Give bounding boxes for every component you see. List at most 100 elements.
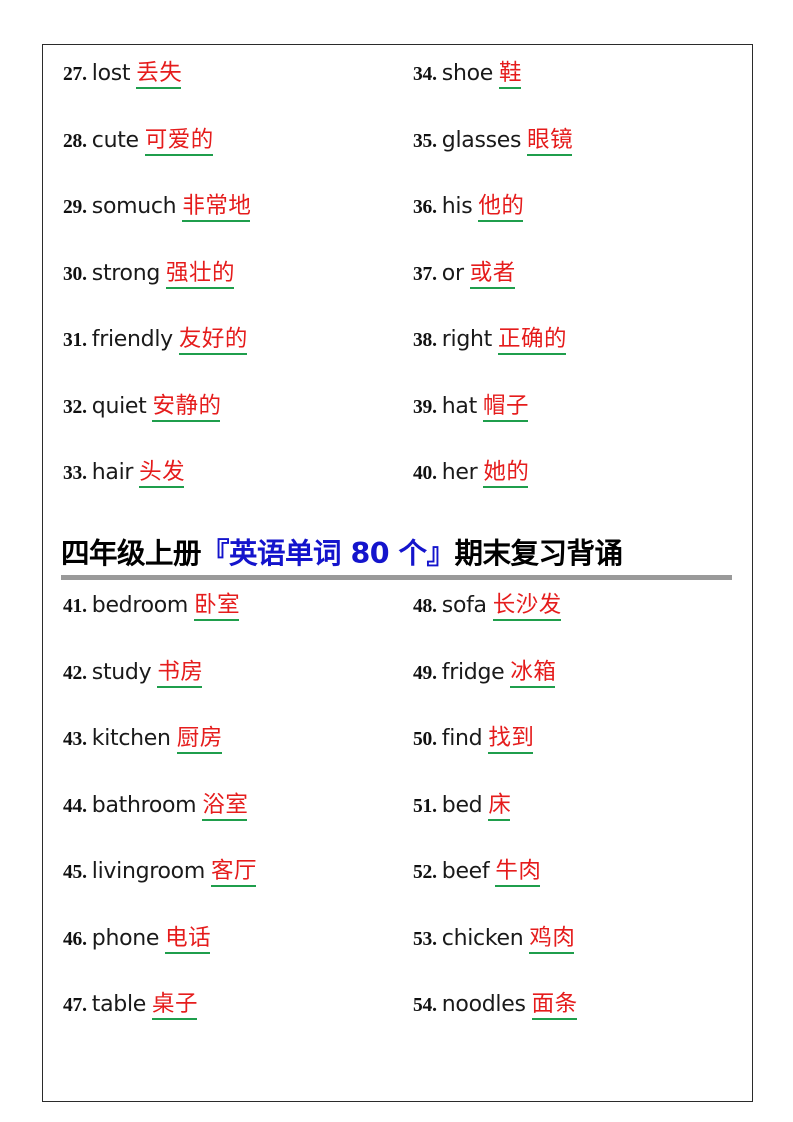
vocabulary-entry: 46. phone 电话 (63, 918, 211, 958)
entry-number: 37. (413, 263, 437, 285)
vocabulary-entry: 38. right 正确的 (413, 319, 567, 359)
vocabulary-entry: 53. chicken 鸡肉 (413, 918, 575, 958)
entry-english-word: his (441, 194, 473, 219)
vocabulary-entry: 30. strong 强壮的 (63, 253, 235, 293)
entry-english-word: kitchen (91, 726, 171, 751)
entry-chinese-meaning: 帽子 (482, 392, 529, 419)
vocabulary-entry: 27. lost 丢失 (63, 53, 182, 93)
entry-number: 34. (413, 64, 437, 85)
entry-number: 53. (413, 928, 437, 950)
entry-number: 38. (413, 330, 437, 351)
entry-number: 42. (63, 662, 87, 684)
entry-chinese-meaning: 冰箱 (510, 658, 557, 685)
entry-chinese-meaning: 头发 (139, 459, 186, 485)
entry-chinese-meaning: 牛肉 (495, 858, 542, 884)
entry-number: 31. (63, 330, 87, 351)
entry-english-word: fridge (441, 659, 505, 685)
heading-part-suffix: 期末复习背诵 (454, 537, 624, 570)
entry-english-word: sofa (441, 593, 487, 618)
entry-english-word: right (441, 327, 493, 352)
vocabulary-entry: 34. shoe 鞋 (413, 53, 522, 93)
vocabulary-entry: 54. noodles 面条 (413, 984, 578, 1024)
entry-chinese-meaning: 书房 (157, 658, 204, 685)
entry-number: 48. (413, 596, 437, 617)
heading-part-highlight: 『英语单词 80 个』 (201, 537, 455, 570)
vocabulary-entry: 32. quiet 安静的 (63, 386, 221, 426)
entry-english-word: bathroom (91, 792, 197, 818)
entry-english-word: bedroom (91, 593, 189, 618)
entry-english-word: beef (441, 859, 490, 884)
entry-chinese-meaning: 鞋 (498, 60, 522, 86)
table-row: 44. bathroom 浴室 51. bed 床 (43, 785, 752, 852)
vocabulary-entry: 42. study 书房 (63, 652, 203, 692)
entry-chinese-meaning: 他的 (478, 193, 525, 219)
entry-chinese-meaning: 长沙发 (492, 592, 562, 618)
vocabulary-entry: 50. find 找到 (413, 718, 534, 758)
entry-chinese-meaning: 面条 (531, 991, 578, 1017)
vocabulary-entry: 37. or 或者 (413, 253, 516, 293)
vocabulary-entry: 43. kitchen 厨房 (63, 718, 223, 758)
table-row: 46. phone 电话 53. chicken 鸡肉 (43, 918, 752, 985)
vocabulary-entry: 31. friendly 友好的 (63, 319, 248, 359)
entry-number: 39. (413, 396, 437, 418)
entry-number: 44. (63, 795, 87, 817)
vocabulary-entry: 44. bathroom 浴室 (63, 785, 248, 825)
entry-number: 35. (413, 130, 437, 152)
entry-chinese-meaning: 可爱的 (144, 126, 214, 153)
table-row: 47. table 桌子 54. noodles 面条 (43, 984, 752, 1051)
table-row: 32. quiet 安静的 39. hat 帽子 (43, 386, 752, 453)
entry-english-word: bed (441, 792, 483, 818)
vocabulary-entry: 41. bedroom 卧室 (63, 585, 240, 625)
vocabulary-entry: 40. her 她的 (413, 452, 529, 492)
entry-chinese-meaning: 正确的 (497, 326, 567, 352)
entry-english-word: noodles (441, 992, 526, 1017)
entry-chinese-meaning: 或者 (469, 259, 516, 286)
entry-number: 36. (413, 197, 437, 218)
entry-english-word: friendly (91, 327, 173, 352)
table-row: 45. livingroom 客厅 52. beef 牛肉 (43, 851, 752, 918)
entry-english-word: or (441, 260, 464, 286)
entry-chinese-meaning: 友好的 (178, 326, 248, 352)
entry-chinese-meaning: 床 (488, 791, 512, 818)
entry-chinese-meaning: 丢失 (136, 60, 183, 86)
vocabulary-entry: 47. table 桌子 (63, 984, 198, 1024)
entry-number: 51. (413, 795, 437, 817)
table-row: 42. study 书房 49. fridge 冰箱 (43, 652, 752, 719)
entry-english-word: her (441, 460, 478, 485)
vocabulary-entry: 33. hair 头发 (63, 452, 185, 492)
section-heading: 四年级上册『英语单词 80 个』期末复习背诵 (43, 533, 752, 585)
heading-part-grade: 四年级上册 (61, 537, 202, 570)
entry-english-word: find (441, 726, 483, 751)
entry-chinese-meaning: 客厅 (210, 858, 257, 884)
entry-english-word: strong (91, 260, 161, 286)
entry-english-word: hat (441, 393, 477, 419)
table-row: 27. lost 丢失 34. shoe 鞋 (43, 53, 752, 120)
entry-number: 54. (413, 995, 437, 1016)
entry-chinese-meaning: 浴室 (202, 791, 249, 818)
entry-number: 41. (63, 596, 87, 617)
entry-chinese-meaning: 电话 (165, 924, 212, 951)
table-row: 43. kitchen 厨房 50. find 找到 (43, 718, 752, 785)
entry-english-word: phone (91, 925, 160, 951)
document-page-frame: 27. lost 丢失 34. shoe 鞋 28. cute 可爱的 35. glasses… (42, 44, 753, 1102)
entry-chinese-meaning: 她的 (483, 459, 530, 485)
entry-english-word: hair (91, 460, 134, 485)
entry-english-word: livingroom (91, 859, 205, 884)
entry-number: 28. (63, 130, 87, 152)
table-row: 29. somuch 非常地 36. his 他的 (43, 186, 752, 253)
table-row: 31. friendly 友好的 38. right 正确的 (43, 319, 752, 386)
vocabulary-entry: 45. livingroom 客厅 (63, 851, 257, 891)
entry-english-word: quiet (91, 393, 147, 419)
entry-chinese-meaning: 鸡肉 (529, 924, 576, 951)
entry-chinese-meaning: 厨房 (176, 725, 223, 751)
entry-chinese-meaning: 强壮的 (166, 259, 236, 286)
vocabulary-entry: 51. bed 床 (413, 785, 511, 825)
entry-chinese-meaning: 卧室 (194, 592, 241, 618)
entry-english-word: glasses (441, 127, 522, 153)
table-row: 30. strong 强壮的 37. or 或者 (43, 253, 752, 320)
vocabulary-entry: 36. his 他的 (413, 186, 524, 226)
entry-number: 47. (63, 995, 87, 1016)
entry-english-word: shoe (441, 61, 494, 86)
entry-number: 29. (63, 197, 87, 218)
entry-number: 32. (63, 396, 87, 418)
